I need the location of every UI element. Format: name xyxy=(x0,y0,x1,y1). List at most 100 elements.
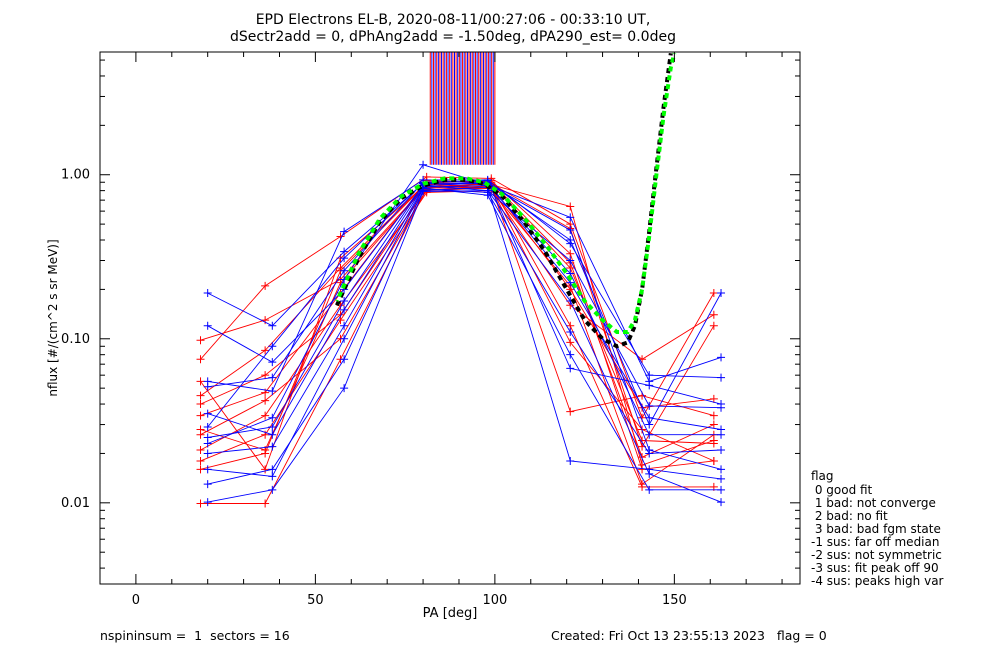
legend-item: -3 sus: fit peak off 90 xyxy=(811,561,939,575)
red-data-point xyxy=(196,465,205,474)
red-data-point xyxy=(709,321,718,330)
blue-data-point xyxy=(566,213,575,222)
blue-data-point xyxy=(268,387,277,396)
blue-data-point xyxy=(268,342,277,351)
fit-curves xyxy=(335,52,677,349)
red-data-point xyxy=(709,456,718,465)
red-data-point xyxy=(261,281,270,290)
blue-series-line xyxy=(207,182,722,438)
flag-legend: flag 0 good fit 1 bad: not converge 2 ba… xyxy=(811,469,944,588)
blue-data-point xyxy=(268,465,277,474)
legend-item: -4 sus: peaks high var xyxy=(811,574,944,588)
blue-series-line xyxy=(207,181,722,426)
blue-data-point xyxy=(566,256,575,265)
blue-data-point xyxy=(340,355,349,364)
footer-right: Created: Fri Oct 13 23:55:13 2023 flag =… xyxy=(551,628,827,643)
axes: 0 50 100 150 0.01 0.10 1.00 xyxy=(61,52,800,608)
data-series xyxy=(196,160,726,508)
legend-item: 0 good fit xyxy=(811,483,873,497)
blue-data-point xyxy=(340,227,349,236)
legend-item: 3 bad: bad fgm state xyxy=(811,522,941,536)
blue-data-point xyxy=(203,480,212,489)
blue-data-point xyxy=(203,498,212,507)
red-series-line xyxy=(200,185,714,504)
blue-data-point xyxy=(203,382,212,391)
blue-data-point xyxy=(340,334,349,343)
blue-data-point xyxy=(203,409,212,418)
blue-data-point xyxy=(483,191,492,200)
blue-series-line xyxy=(207,185,721,436)
footer-left: nspininsum = 1 sectors = 16 xyxy=(100,628,290,643)
plot-frame xyxy=(99,51,801,585)
x-axis-label: PA [deg] xyxy=(423,606,478,621)
blue-data-point xyxy=(340,266,349,275)
chart-title: EPD Electrons EL-B, 2020-08-11/00:27:06 … xyxy=(256,12,651,28)
blue-data-point xyxy=(340,305,349,314)
blue-data-point xyxy=(717,425,726,434)
legend-item: 2 bad: no fit xyxy=(811,509,888,523)
blue-data-point xyxy=(717,445,726,454)
blue-series-line xyxy=(207,188,722,477)
y-tick-label: 1.00 xyxy=(61,168,90,183)
blue-data-point xyxy=(203,433,212,442)
red-data-point xyxy=(196,400,205,409)
blue-data-point xyxy=(268,373,277,382)
blue-data-point xyxy=(268,321,277,330)
fit-curve-green xyxy=(335,52,677,334)
blue-series-line xyxy=(207,190,722,503)
blue-data-point xyxy=(717,485,726,494)
blue-series-line xyxy=(207,185,722,409)
blue-data-point xyxy=(340,254,349,263)
red-data-point xyxy=(566,202,575,211)
blue-data-point xyxy=(268,472,277,481)
red-data-point xyxy=(196,336,205,345)
x-tick-label: 0 xyxy=(132,593,140,608)
legend-item: -1 sus: far off median xyxy=(811,535,939,549)
red-data-point xyxy=(261,465,270,474)
blue-data-point xyxy=(340,321,349,330)
red-data-point xyxy=(196,411,205,420)
blue-data-point xyxy=(566,350,575,359)
blue-data-point xyxy=(268,422,277,431)
blue-data-point xyxy=(645,371,654,380)
blue-data-point xyxy=(645,420,654,429)
red-data-point xyxy=(638,453,647,462)
y-tick-label: 0.10 xyxy=(61,332,90,347)
red-data-point xyxy=(196,445,205,454)
red-data-point xyxy=(196,499,205,508)
y-axis-label: nflux [#/(cm^2 s sr MeV)] xyxy=(46,239,60,396)
blue-data-point xyxy=(645,413,654,422)
x-tick-label: 100 xyxy=(482,593,507,608)
legend-item: 1 bad: not converge xyxy=(811,496,936,510)
legend-item: -2 sus: not symmetric xyxy=(811,548,942,562)
fit-curve-black xyxy=(335,53,673,349)
blue-data-point xyxy=(645,465,654,474)
beam-lines xyxy=(429,52,496,165)
red-data-point xyxy=(261,316,270,325)
red-data-point xyxy=(638,482,647,491)
blue-data-point xyxy=(717,373,726,382)
blue-data-point xyxy=(566,239,575,248)
red-data-point xyxy=(709,289,718,298)
blue-data-point xyxy=(203,321,212,330)
blue-data-point xyxy=(203,289,212,298)
chart-subtitle: dSectr2add = 0, dPhAng2add = -1.50deg, d… xyxy=(230,29,676,45)
blue-data-point xyxy=(717,400,726,409)
blue-data-point xyxy=(203,465,212,474)
blue-data-point xyxy=(340,384,349,393)
red-series-line xyxy=(200,190,715,485)
blue-series-line xyxy=(207,186,722,485)
red-data-point xyxy=(709,411,718,420)
blue-data-point xyxy=(645,485,654,494)
blue-data-point xyxy=(340,296,349,305)
blue-data-point xyxy=(645,381,654,390)
red-data-point xyxy=(196,430,205,439)
blue-data-point xyxy=(717,289,726,298)
plot-area xyxy=(196,52,726,508)
red-data-point xyxy=(261,371,270,380)
blue-data-point xyxy=(419,160,428,169)
red-data-point xyxy=(709,420,718,429)
red-data-point xyxy=(196,456,205,465)
blue-data-point xyxy=(268,485,277,494)
